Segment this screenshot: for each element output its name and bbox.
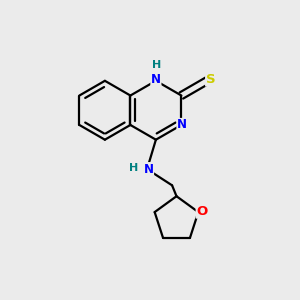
Text: H: H	[129, 163, 138, 173]
Text: H: H	[152, 61, 161, 70]
Text: N: N	[151, 73, 161, 86]
Text: O: O	[196, 205, 208, 218]
Text: N: N	[143, 163, 154, 176]
Text: N: N	[177, 118, 187, 131]
Text: S: S	[206, 73, 215, 86]
